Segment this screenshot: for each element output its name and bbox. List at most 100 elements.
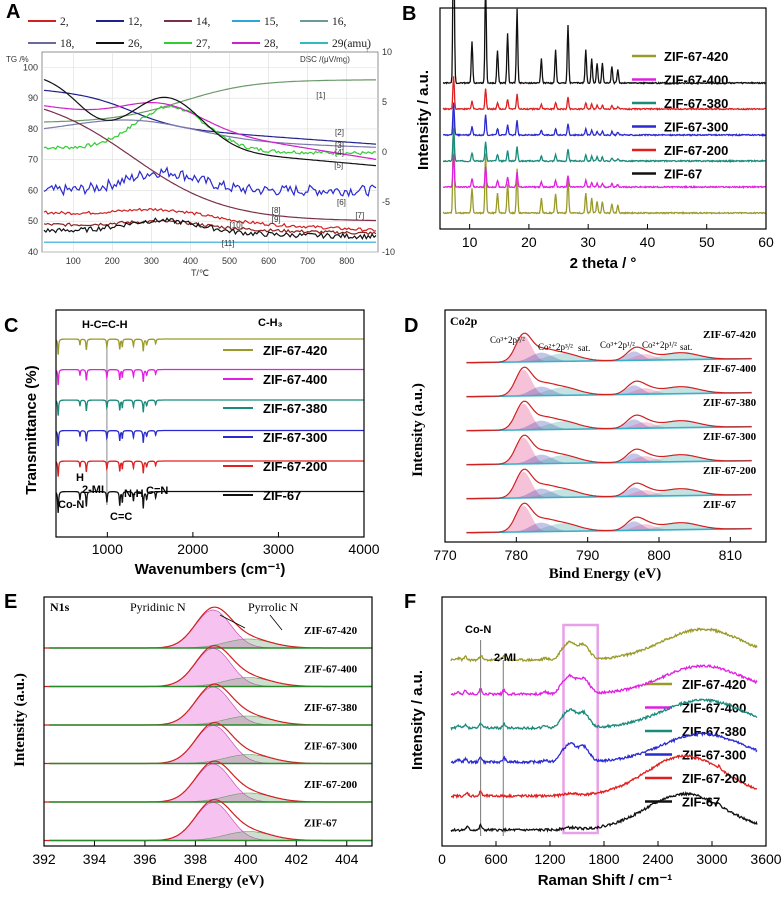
x-axis-label: Raman Shift / cm⁻¹: [538, 872, 673, 889]
y-tick-label-left: 80: [28, 124, 38, 134]
legend-label: ZIF-67-400: [263, 372, 327, 387]
annotation: H: [76, 472, 84, 484]
x-axis-label: T/℃: [191, 268, 209, 278]
legend-label: ZIF-67-300: [263, 430, 327, 445]
y-tick-label-right: 5: [382, 97, 387, 107]
series-label: ZIF-67-200: [703, 465, 757, 477]
fit-component: [473, 403, 745, 431]
curve-label: [5]: [334, 161, 343, 170]
x-tick-label: 392: [32, 851, 56, 867]
x-tick-label: 402: [285, 851, 309, 867]
annotation: Co-N: [465, 624, 491, 636]
tg-curve: [43, 102, 377, 160]
curve-label: [3]: [335, 141, 344, 150]
legend-label: ZIF-67-420: [682, 677, 746, 692]
legend-label: ZIF-67-200: [664, 143, 728, 158]
x-tick-label: 100: [66, 256, 81, 266]
series-label: ZIF-67-300: [304, 741, 358, 753]
series-label: ZIF-67-380: [703, 397, 757, 409]
x-axis-label: Wavenumbers (cm⁻¹): [135, 561, 286, 578]
x-tick-label: 4000: [348, 541, 379, 557]
panel-d: D Co2p ZIF-67-420 ZIF-67-400 ZIF-67-380 ZIF-6…: [404, 309, 767, 582]
fit-component: [473, 455, 745, 465]
legend-label: ZIF-67-200: [263, 459, 327, 474]
x-tick-label: 1800: [588, 851, 619, 867]
x-tick-label: 810: [719, 547, 743, 563]
x-axis-label: 2 theta / °: [570, 255, 637, 272]
envelope-fit: [466, 332, 752, 364]
x-tick-label: 1000: [92, 541, 123, 557]
fit-component: [473, 437, 745, 465]
envelope-fit: [466, 400, 752, 432]
tg-curve: [43, 119, 377, 148]
curve-label: [9]: [272, 215, 281, 224]
fit-component: [473, 352, 745, 363]
peak-label: Pyrrolic N: [248, 600, 299, 614]
series-label: ZIF-67-200: [304, 779, 358, 791]
tg-curve: [43, 89, 377, 145]
legend-label: 2,: [60, 16, 69, 28]
peak-label: sat.: [578, 343, 590, 353]
annotation: Co-N: [58, 499, 84, 511]
peak-label: Co³⁺2p³/²: [490, 335, 525, 345]
y-tick-label-left: 100: [23, 62, 38, 72]
spectrum-title: Co2p: [450, 314, 478, 328]
annotation: N-H: [124, 488, 144, 500]
x-tick-label: 3000: [696, 851, 727, 867]
series-label: ZIF-67-400: [703, 363, 757, 375]
fit-component: [473, 522, 745, 533]
panel-label-a: A: [6, 1, 20, 23]
fit-component: [473, 353, 745, 363]
curve-label: [8]: [272, 206, 281, 215]
legend-label: ZIF-67-380: [664, 96, 728, 111]
curve-label: [2]: [335, 128, 344, 137]
x-tick-label: 2400: [642, 851, 673, 867]
envelope-fit: [466, 366, 752, 398]
fit-component: [473, 335, 745, 363]
right-axis-arrow: ↑: [365, 45, 369, 54]
curve-label: [1]: [316, 91, 325, 100]
x-tick-label: 3600: [750, 851, 781, 867]
peak-label: Co²⁺2p³/²: [538, 342, 573, 352]
x-tick-label: 700: [300, 256, 315, 266]
panel-label-f: F: [404, 591, 416, 613]
x-tick-label: 500: [222, 256, 237, 266]
envelope-fit: [466, 502, 752, 534]
raman-spectrum: [450, 731, 758, 766]
legend-label: 28,: [264, 38, 279, 50]
x-tick-label: 10: [462, 234, 478, 250]
annotation: C=N: [146, 485, 168, 497]
envelope-fit: [466, 434, 752, 466]
raman-spectrum: [450, 627, 758, 663]
y-tick-label-left: 40: [28, 247, 38, 257]
y-axis-label-right: DSC /(μV/mg): [300, 55, 350, 64]
panel-c: C ZIF-67-420 ZIF-67-400 ZIF-67-380 ZIF-67-30…: [4, 309, 380, 578]
tg-curve: [43, 207, 377, 232]
legend-label: 26,: [128, 38, 143, 50]
x-tick-label: 60: [758, 234, 774, 250]
fit-component: [473, 420, 745, 431]
series-label: ZIF-67-420: [703, 329, 757, 341]
peak-label: sat.: [680, 342, 692, 352]
xrd-pattern: [442, 154, 766, 190]
fit-component: [473, 505, 745, 533]
legend-label: 14,: [196, 16, 211, 28]
tg-curve: [43, 219, 377, 236]
peak-pointer: [269, 614, 283, 631]
fit-component: [473, 387, 745, 397]
tg-curve: [43, 166, 377, 198]
legend-label: ZIF-67-420: [664, 49, 728, 64]
legend-label: ZIF-67-300: [682, 748, 746, 763]
annotation: C-H₃: [258, 317, 283, 329]
x-tick-label: 0: [438, 851, 446, 867]
legend-label: 27,: [196, 38, 211, 50]
panel-b: B ZIF-67-420 ZIF-67-400 ZIF-67-380 ZIF-67-30…: [402, 0, 774, 272]
fit-component: [473, 421, 745, 431]
legend-label: ZIF-67: [664, 167, 702, 182]
raman-spectrum: [450, 753, 758, 800]
ftir-spectrum: [55, 429, 364, 447]
peak-label: Pyridinic N: [130, 600, 186, 614]
fit-component: [473, 488, 745, 499]
y-tick-label-left: 90: [28, 93, 38, 103]
